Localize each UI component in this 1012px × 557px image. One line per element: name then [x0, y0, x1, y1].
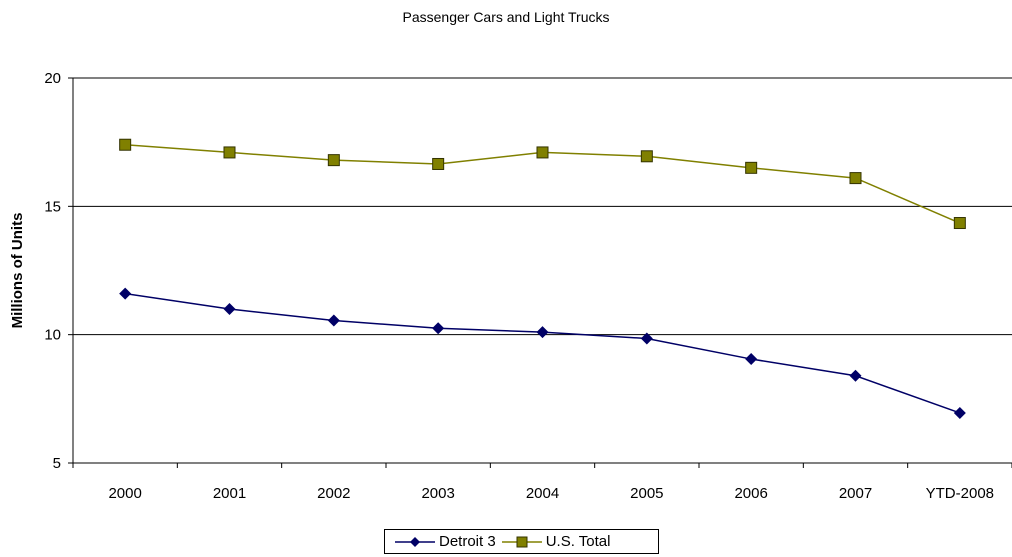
legend: Detroit 3 U.S. Total [384, 529, 659, 554]
x-tick-label: 2006 [734, 485, 767, 502]
legend-label: Detroit 3 [439, 533, 496, 550]
data-point [327, 314, 340, 327]
x-tick-label: YTD-2008 [926, 485, 994, 502]
data-point [953, 406, 966, 419]
y-tick-label: 15 [44, 198, 61, 215]
y-tick-label: 10 [44, 327, 61, 344]
data-point [432, 157, 445, 170]
square-marker-icon [501, 535, 542, 549]
x-tick-label: 2005 [630, 485, 663, 502]
data-point [327, 154, 340, 167]
x-tick-label: 2004 [526, 485, 559, 502]
data-point [953, 217, 966, 230]
data-point [432, 322, 445, 335]
legend-item-us-total: U.S. Total [501, 533, 611, 550]
data-point [745, 353, 758, 366]
axes: 5 10 15 20 2000 2001 2002 2003 2004 2005 2006 2007 Y… [44, 70, 1012, 502]
chart-title: Passenger Cars and Light Trucks [402, 9, 610, 25]
diamond-marker-icon [395, 535, 435, 549]
data-point [536, 146, 549, 159]
x-tick-label: 2003 [421, 485, 454, 502]
data-point [849, 172, 862, 185]
y-tick-label: 20 [44, 70, 61, 87]
data-point [849, 369, 862, 382]
y-tick-label: 5 [53, 455, 61, 472]
legend-item-detroit-3: Detroit 3 [395, 533, 496, 550]
data-point [119, 287, 132, 300]
series-detroit-3 [119, 287, 966, 419]
data-point [745, 161, 758, 174]
series-u-s-total [119, 138, 966, 230]
data-point [536, 326, 549, 339]
series-line [125, 292, 961, 414]
x-tick-label: 2007 [839, 485, 872, 502]
data-point [119, 138, 132, 151]
data-point [640, 150, 653, 163]
series-layer [119, 138, 966, 419]
y-axis-label: Millions of Units [9, 213, 26, 329]
data-point [640, 332, 653, 345]
data-point [223, 303, 236, 315]
legend-label: U.S. Total [545, 533, 611, 550]
x-tick-label: 2001 [213, 485, 246, 502]
data-point [223, 146, 236, 159]
x-tick-label: 2000 [108, 485, 141, 502]
gridlines [73, 77, 1012, 336]
x-tick-label: 2002 [317, 485, 350, 502]
line-chart: 5 10 15 20 2000 2001 2002 2003 2004 2005 2006 2007 Y… [9, 70, 1012, 502]
